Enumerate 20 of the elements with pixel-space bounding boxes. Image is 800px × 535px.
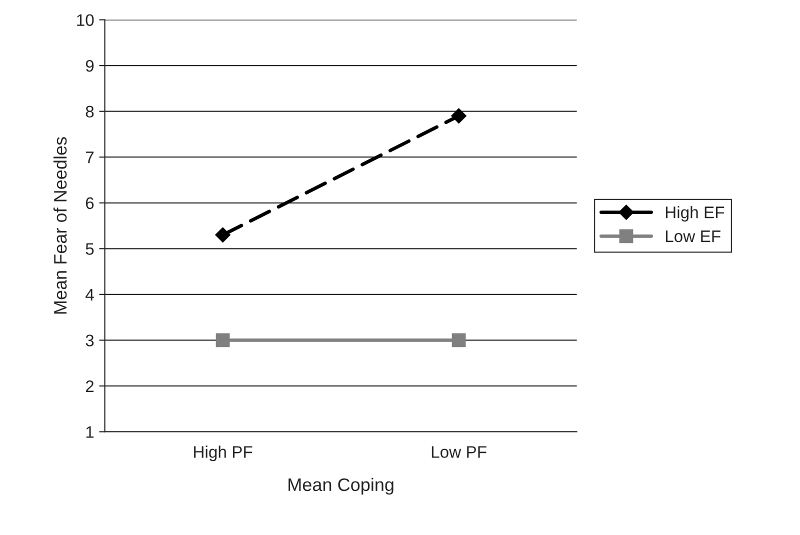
point: [215, 227, 230, 242]
y-tick-label: 5: [86, 243, 94, 255]
x-tick-label: Low PF: [432, 446, 486, 458]
y-tick-label: 8: [86, 106, 94, 118]
y-tick-label: 1: [86, 426, 94, 438]
point: [216, 333, 230, 348]
y-tick-label: 4: [86, 289, 94, 300]
y-tick-label: 3: [86, 334, 94, 346]
y-axis-title: Mean Fear of Needles: [53, 137, 67, 314]
x-tick-label: High PF: [194, 446, 252, 462]
legend-label: Low EF: [666, 230, 720, 242]
point: [452, 333, 466, 348]
y-tick-label: 2: [86, 380, 94, 392]
point: [451, 108, 466, 124]
y-tick-label: 9: [86, 60, 94, 72]
y-tick-label: 6: [86, 197, 94, 210]
y-tick-label: 10: [77, 14, 94, 26]
y-tick-label: 7: [86, 152, 94, 164]
x-axis-title: Mean Coping: [288, 478, 394, 495]
legend-label: High EF: [666, 206, 724, 222]
